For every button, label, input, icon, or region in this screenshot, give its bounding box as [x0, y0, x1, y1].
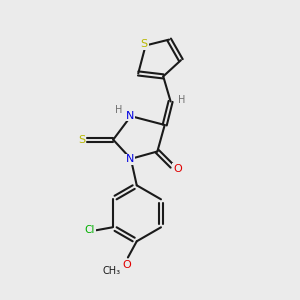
- Text: S: S: [140, 39, 148, 49]
- Text: O: O: [173, 164, 182, 173]
- Text: H: H: [178, 95, 185, 105]
- Text: S: S: [78, 135, 85, 145]
- Text: CH₃: CH₃: [103, 266, 121, 276]
- Text: N: N: [126, 110, 134, 121]
- Text: N: N: [126, 154, 134, 164]
- Text: H: H: [115, 105, 122, 115]
- Text: O: O: [122, 260, 131, 270]
- Text: Cl: Cl: [85, 225, 95, 235]
